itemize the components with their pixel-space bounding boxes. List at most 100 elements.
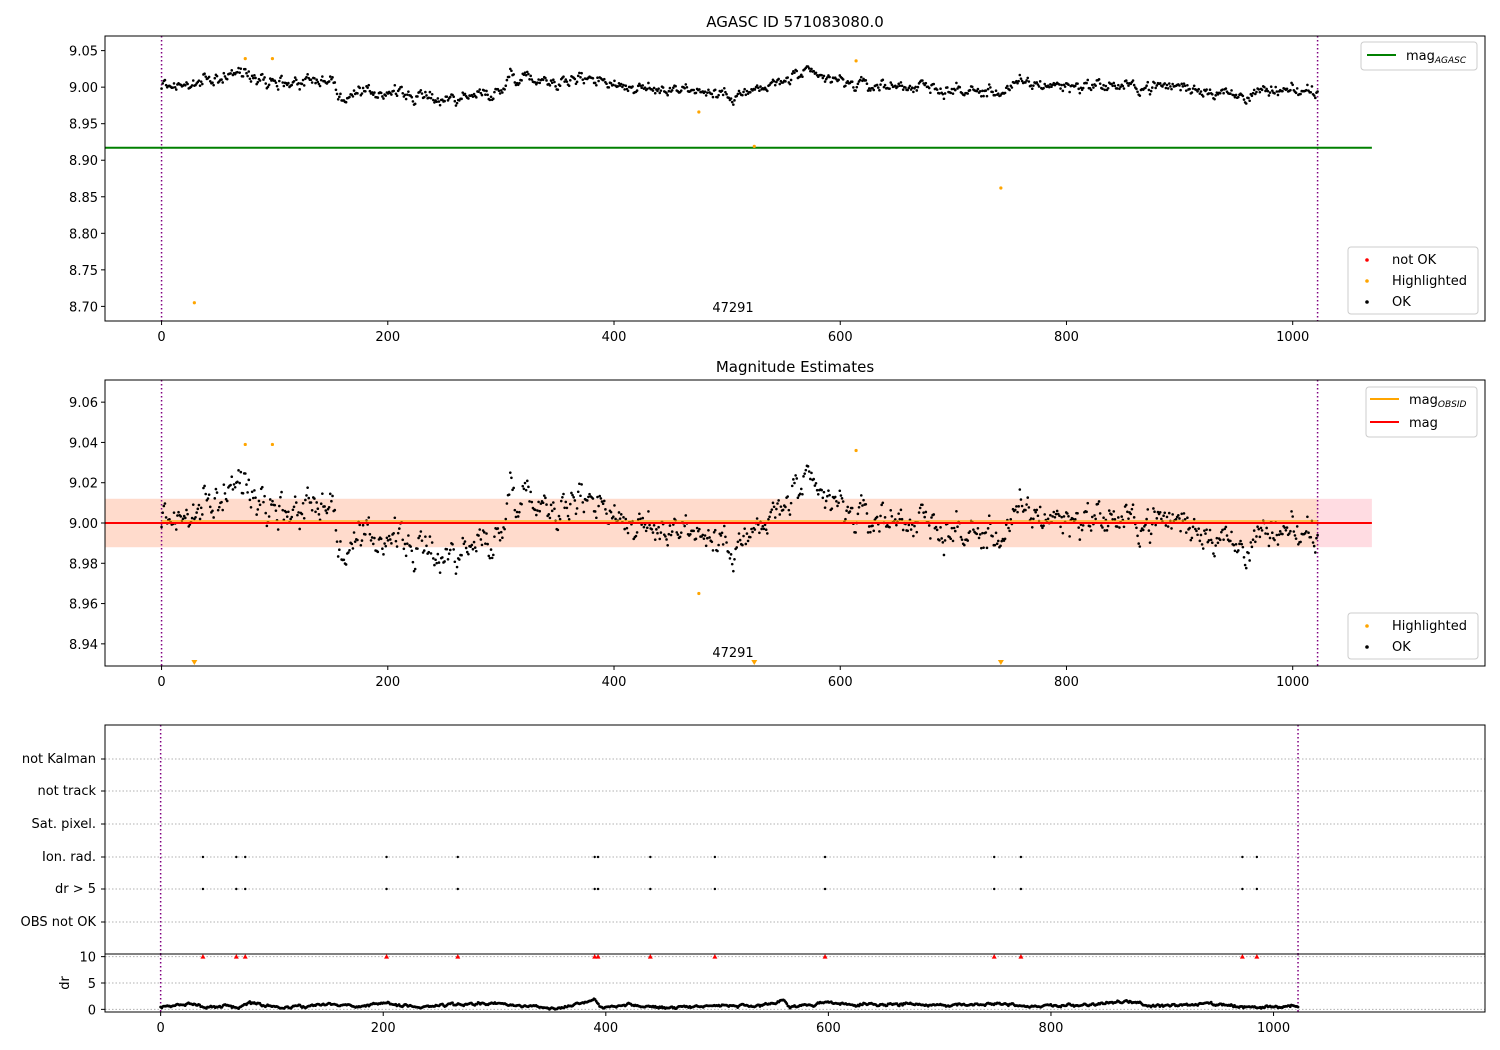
ok-point — [770, 508, 774, 511]
ok-point — [1150, 86, 1154, 89]
ok-point — [1198, 539, 1202, 543]
ok-point — [313, 497, 316, 500]
ok-point — [707, 528, 710, 532]
ok-point — [306, 486, 309, 489]
ok-point — [1205, 528, 1208, 531]
p4-xtick-label-5: 1000 — [1257, 1021, 1290, 1036]
ok-point — [482, 89, 486, 92]
ok-point — [822, 490, 826, 494]
p1-ytick-label-4: 8.90 — [69, 154, 98, 169]
ok-point — [1254, 92, 1257, 96]
ok-point — [244, 67, 247, 71]
ok-point — [770, 80, 774, 84]
ok-point — [518, 81, 521, 85]
ok-point — [562, 492, 565, 496]
ok-point — [1189, 538, 1193, 542]
flag-label-ion-rad: Ion. rad. — [42, 850, 96, 865]
flags-panel: not Kalman not track Sat. pixel. Ion. ra… — [21, 724, 1486, 954]
ok-point — [639, 84, 642, 87]
ok-point — [516, 515, 520, 518]
ok-point — [1015, 505, 1018, 508]
ok-point — [652, 86, 656, 90]
ok-point — [438, 571, 442, 574]
ok-point — [398, 527, 401, 530]
ok-point — [207, 75, 211, 79]
ok-point — [1222, 538, 1225, 541]
ok-point — [636, 518, 640, 521]
ok-point — [394, 92, 398, 96]
ok-point — [470, 543, 474, 547]
ok-point — [821, 76, 825, 80]
ok-point — [898, 84, 902, 88]
ok-point — [994, 531, 998, 535]
ok-point — [435, 561, 438, 565]
ok-point — [935, 528, 939, 532]
ok-point — [806, 465, 810, 468]
ok-point — [702, 537, 706, 540]
ok-point — [253, 489, 256, 492]
ok-point — [756, 86, 760, 90]
ok-point — [790, 72, 794, 75]
ok-point — [1154, 523, 1157, 527]
p1-ytick-label-5: 8.95 — [69, 118, 98, 133]
ok-point — [316, 80, 320, 84]
ok-point — [314, 510, 317, 514]
ok-point — [1161, 85, 1164, 88]
ok-point — [223, 75, 227, 78]
ok-point — [1060, 515, 1064, 519]
ok-point — [174, 88, 178, 91]
ok-point — [1270, 89, 1274, 92]
ok-point — [769, 510, 773, 514]
ok-point — [1052, 81, 1056, 85]
ok-point — [910, 86, 914, 90]
ok-point — [366, 86, 369, 89]
ok-point — [1221, 528, 1224, 532]
ok-point — [1146, 508, 1150, 511]
ok-point — [350, 542, 354, 546]
ok-point — [201, 513, 204, 516]
ok-point — [572, 495, 575, 499]
ok-point — [1104, 84, 1108, 88]
ok-point — [1050, 85, 1053, 89]
ok-point — [929, 91, 932, 95]
ok-point — [293, 495, 297, 498]
panel1-annotation: 47291 — [712, 301, 753, 316]
ok-point — [447, 552, 451, 555]
ok-point — [318, 84, 322, 88]
ok-point — [1277, 533, 1281, 536]
ok-point — [298, 88, 301, 91]
ok-point — [1147, 529, 1151, 532]
ok-point — [212, 516, 215, 519]
ok-point — [255, 513, 258, 516]
ok-point — [1179, 88, 1182, 92]
ok-point — [520, 502, 523, 506]
ok-point — [190, 84, 194, 87]
ok-point — [788, 513, 792, 516]
ok-point — [980, 546, 983, 550]
ok-point — [1239, 539, 1242, 543]
ok-point — [1016, 510, 1019, 514]
ok-point — [1191, 87, 1195, 90]
ok-point — [280, 490, 283, 494]
ok-point — [844, 517, 847, 521]
ok-point — [1149, 532, 1153, 536]
ok-point — [339, 540, 342, 543]
ok-point — [1285, 526, 1289, 529]
ok-point — [386, 539, 390, 542]
ok-point — [1110, 513, 1113, 516]
ok-point — [652, 523, 656, 527]
ok-point — [999, 544, 1002, 548]
ok-point — [1290, 81, 1293, 85]
ok-point — [1180, 82, 1184, 86]
dr-clipped-marker-5 — [592, 954, 598, 959]
ok-point — [576, 74, 580, 78]
ok-point — [950, 87, 954, 91]
ok-point — [716, 96, 719, 99]
ok-point — [1213, 554, 1216, 558]
ok-point — [220, 78, 223, 81]
ok-point — [233, 485, 237, 489]
ok-point — [775, 80, 778, 84]
ok-point — [1195, 529, 1198, 533]
ok-point — [472, 540, 476, 544]
ok-point — [186, 512, 189, 516]
